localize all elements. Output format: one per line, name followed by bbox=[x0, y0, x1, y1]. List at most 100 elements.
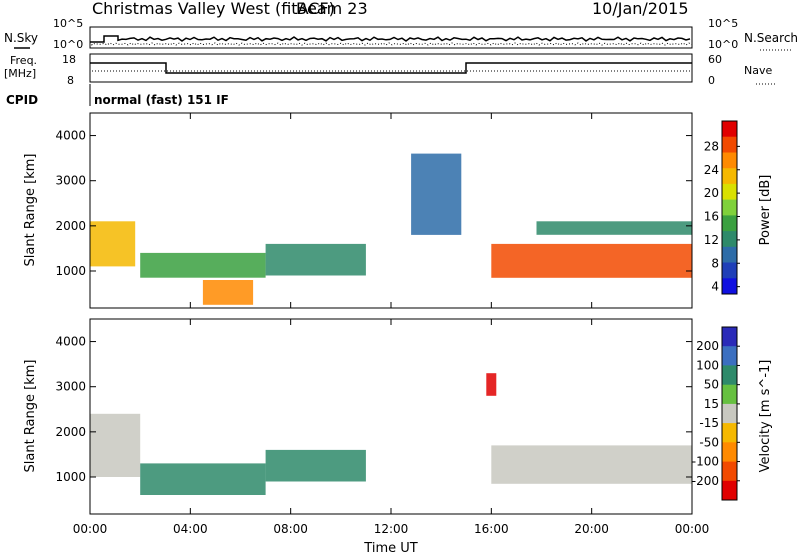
freq-trace bbox=[90, 62, 692, 74]
power-region-5 bbox=[491, 243, 692, 278]
xtick-label-3: 12:00 bbox=[374, 522, 409, 536]
power-colorbar-swatch-1 bbox=[722, 136, 737, 153]
velocity-colorbar-swatch-3 bbox=[722, 384, 737, 405]
power-x-ticks bbox=[89, 113, 693, 308]
freq-label: Freq. bbox=[10, 54, 37, 67]
velocity-ytick-label-3: 1000 bbox=[55, 470, 86, 484]
nsearch-label: N.Search bbox=[744, 31, 798, 45]
velocity-colorbar-tick-7: -200 bbox=[692, 474, 719, 488]
cpid-value: normal (fast) 151 IF bbox=[94, 93, 229, 107]
velocity-colorbar-tick-3: 15 bbox=[704, 397, 719, 411]
beam-label: Beam 23 bbox=[296, 0, 368, 18]
power-colorbar-tick-0: 28 bbox=[704, 139, 719, 153]
velocity-colorbar-swatch-8 bbox=[722, 480, 737, 501]
power-colorbar-label: Power [dB] bbox=[758, 175, 773, 246]
power-region-2 bbox=[202, 280, 254, 305]
power-colorbar-swatch-5 bbox=[722, 199, 737, 216]
velocity-ytick-label-0: 4000 bbox=[55, 335, 86, 349]
power-colorbar-tick-3: 16 bbox=[704, 210, 719, 224]
xtick-label-5: 20:00 bbox=[574, 522, 609, 536]
xtick-label-6: 00:00 bbox=[675, 522, 710, 536]
velocity-region-1 bbox=[140, 463, 266, 495]
velocity-ylabel: Slant Range [km] bbox=[23, 360, 38, 473]
xtick-label-0: 00:00 bbox=[73, 522, 108, 536]
power-region-3 bbox=[265, 243, 366, 276]
cpid-label: CPID bbox=[6, 93, 38, 107]
nsky-tick-bottom: 10^0 bbox=[53, 38, 83, 51]
nsearch-trace bbox=[91, 42, 693, 46]
power-colorbar-swatch-4 bbox=[722, 183, 737, 201]
power-ytick-label-0: 4000 bbox=[55, 129, 86, 143]
velocity-colorbar-tick-6: -100 bbox=[692, 455, 719, 469]
power-ytick-label-2: 2000 bbox=[55, 219, 86, 233]
velocity-colorbar-label: Velocity [m s^-1] bbox=[758, 360, 773, 473]
velocity-ytick-label-2: 2000 bbox=[55, 425, 86, 439]
power-y-axis: 4000 3000 2000 1000 bbox=[55, 129, 692, 278]
velocity-x-axis: 00:00 04:00 08:00 12:00 16:00 20:00 00:00 bbox=[73, 319, 710, 536]
power-colorbar-tick-1: 24 bbox=[704, 163, 719, 177]
date-label: 10/Jan/2015 bbox=[592, 0, 689, 18]
xtick-label-1: 04:00 bbox=[173, 522, 208, 536]
nsky-tick-top: 10^5 bbox=[53, 17, 83, 30]
velocity-colorbar-swatch-4 bbox=[722, 403, 737, 424]
power-colorbar-tick-4: 12 bbox=[704, 233, 719, 247]
velocity-colorbar-swatch-1 bbox=[722, 346, 737, 366]
power-colorbar: 28 24 20 16 12 8 4 bbox=[704, 120, 740, 295]
velocity-xlabel: Time UT bbox=[363, 541, 417, 554]
velocity-colorbar-swatch-0 bbox=[722, 327, 737, 347]
velocity-colorbar-swatch-5 bbox=[722, 423, 737, 443]
power-colorbar-swatch-0 bbox=[722, 121, 737, 138]
power-colorbar-swatch-8 bbox=[722, 246, 737, 263]
power-region-4 bbox=[411, 153, 462, 235]
nsky-panel: N.Sky 10^5 10^0 10^5 10^0 N.Search bbox=[4, 17, 798, 51]
nsky-trace bbox=[90, 35, 691, 43]
velocity-colorbar-swatch-6 bbox=[722, 442, 737, 462]
power-region-6 bbox=[536, 221, 692, 235]
nave-label: Nave bbox=[744, 64, 772, 77]
power-plot-frame bbox=[89, 112, 693, 309]
velocity-colorbar-tick-5: -50 bbox=[699, 435, 719, 449]
velocity-region-4 bbox=[491, 445, 692, 484]
power-colorbar-swatch-6 bbox=[722, 215, 737, 232]
power-ytick-label-1: 3000 bbox=[55, 174, 86, 188]
power-colorbar-tick-5: 8 bbox=[711, 256, 719, 270]
power-panel: 4000 3000 2000 1000 Slant Range [km] 28 24 20… bbox=[23, 112, 773, 309]
velocity-colorbar-tick-1: 100 bbox=[696, 358, 719, 372]
velocity-region-0 bbox=[90, 413, 141, 477]
velocity-y-axis: 4000 3000 2000 1000 bbox=[55, 335, 692, 484]
power-colorbar-swatch-10 bbox=[722, 278, 737, 295]
nave-tick-top: 60 bbox=[708, 53, 722, 66]
power-colorbar-tick-2: 20 bbox=[704, 186, 719, 200]
velocity-heatmap-cells bbox=[90, 373, 692, 495]
velocity-colorbar-swatch-7 bbox=[722, 461, 737, 482]
power-colorbar-swatch-9 bbox=[722, 262, 737, 279]
velocity-colorbar-swatch-2 bbox=[722, 365, 737, 386]
power-colorbar-tick-6: 4 bbox=[711, 280, 719, 294]
power-colorbar-swatch-2 bbox=[722, 152, 737, 169]
power-colorbar-swatch-3 bbox=[722, 168, 737, 185]
power-heatmap-cells bbox=[90, 153, 692, 305]
nsearch-tick-bottom: 10^0 bbox=[708, 38, 738, 51]
freq-tick-top: 18 bbox=[62, 53, 76, 66]
power-ylabel: Slant Range [km] bbox=[23, 154, 38, 267]
velocity-region-3 bbox=[486, 373, 497, 396]
freq-tick-bottom: 8 bbox=[67, 74, 74, 87]
xtick-label-4: 16:00 bbox=[474, 522, 509, 536]
velocity-colorbar: 200 100 50 15 -15 -50 -100 -200 bbox=[692, 326, 740, 501]
chart-title: Christmas Valley West (fitACF) bbox=[92, 0, 335, 18]
power-region-0 bbox=[90, 221, 136, 267]
freq-panel: Freq. [MHz] 18 8 60 0 Nave bbox=[4, 53, 776, 87]
nave-tick-bottom: 0 bbox=[708, 74, 715, 87]
power-colorbar-swatch-7 bbox=[722, 231, 737, 248]
nsky-label: N.Sky bbox=[4, 31, 38, 45]
power-ytick-label-3: 1000 bbox=[55, 264, 86, 278]
velocity-ytick-label-1: 3000 bbox=[55, 380, 86, 394]
velocity-panel: 4000 3000 2000 1000 00:00 04:00 08:00 12:00 16:… bbox=[23, 318, 773, 554]
xtick-label-2: 08:00 bbox=[273, 522, 308, 536]
velocity-colorbar-tick-2: 50 bbox=[704, 378, 719, 392]
velocity-colorbar-tick-4: -15 bbox=[699, 416, 719, 430]
power-region-1 bbox=[140, 252, 266, 278]
velocity-region-2 bbox=[265, 449, 366, 482]
nsearch-tick-top: 10^5 bbox=[708, 17, 738, 30]
